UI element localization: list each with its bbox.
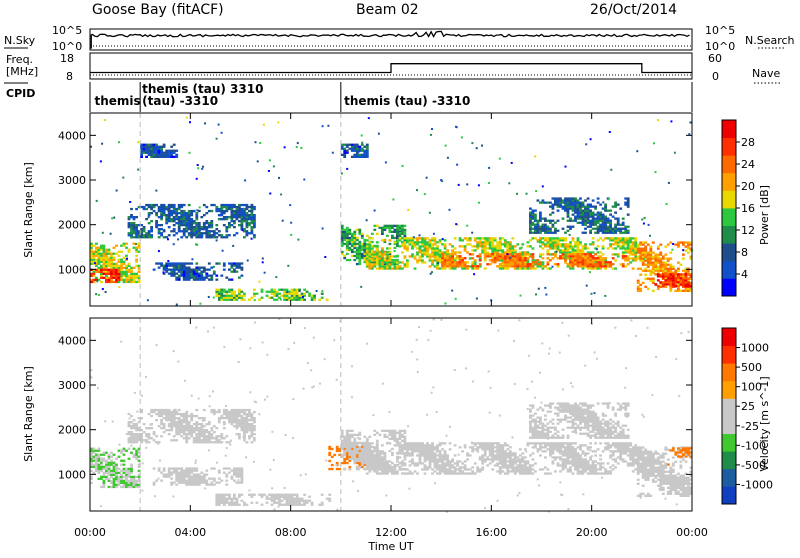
- power-ytick-label-1: 2000: [58, 219, 86, 232]
- power-cbar-label-4: 20: [741, 180, 755, 193]
- velocity-cbar-swatch-6: [722, 381, 736, 399]
- velocity-colorbar-label: Velocity [m s^-1]: [758, 376, 771, 471]
- velocity-region-1: [128, 409, 256, 444]
- velocity-cbar-swatch-1: [722, 469, 736, 487]
- velocity-cbar-swatch-3: [722, 434, 736, 452]
- xtick-label-6: 00:00: [676, 526, 708, 539]
- station-title: Goose Bay (fitACF): [92, 2, 224, 18]
- power-cbar-label-1: 8: [741, 246, 748, 259]
- power-cbar-label-3: 16: [741, 202, 755, 215]
- velocity-region-7: [529, 402, 630, 439]
- nsky-label: N.Sky: [4, 34, 36, 47]
- velocity-ytick-label-3: 4000: [58, 334, 86, 347]
- power-cbar-swatch-7: [722, 155, 736, 173]
- velocity-cbar-swatch-4: [722, 416, 736, 434]
- nave-label: Nave: [752, 67, 780, 80]
- x-ticks: 00:00 04:00 08:00 12:00 16:00 20:00 00:00: [74, 526, 708, 539]
- velocity-region-3: [215, 494, 331, 506]
- power-cbar-swatch-1: [722, 261, 736, 279]
- date-label: 26/Oct/2014: [590, 2, 677, 18]
- power-cbar-swatch-3: [722, 226, 736, 244]
- velocity-heatmap: [90, 318, 692, 513]
- velocity-ytick-label-2: 3000: [58, 379, 86, 392]
- velocity-cbar-label-1: 500: [741, 361, 762, 374]
- x-axis-label: Time UT: [367, 540, 413, 553]
- power-ylabel: Slant Range [km]: [22, 162, 35, 258]
- velocity-cbar-label-4: -25: [741, 420, 759, 433]
- xtick-label-0: 00:00: [74, 526, 106, 539]
- power-cbar-label-5: 24: [741, 158, 755, 171]
- cpid-label-2: (tau) -3310: [142, 94, 218, 108]
- power-cbar-swatch-2: [722, 243, 736, 261]
- velocity-cbar-swatch-7: [722, 363, 736, 381]
- velocity-cbar-label-0: 1000: [741, 342, 769, 355]
- xtick-label-1: 04:00: [174, 526, 206, 539]
- velocity-ytick-label-1: 2000: [58, 424, 86, 437]
- power-ytick-label-2: 3000: [58, 174, 86, 187]
- xtick-label-5: 20:00: [576, 526, 608, 539]
- nsky-right-tick-top: 10^5: [705, 24, 735, 37]
- nsky-trace: [90, 31, 690, 48]
- xtick-label-4: 16:00: [475, 526, 507, 539]
- power-region-4: [215, 289, 328, 301]
- xtick-label-3: 12:00: [375, 526, 407, 539]
- velocity-cbar-swatch-0: [722, 486, 736, 504]
- beam-label: Beam 02: [356, 2, 419, 18]
- velocity-region-6: [366, 442, 637, 474]
- power-cbar-swatch-9: [722, 120, 736, 138]
- power-colorbar: 4 8 12 16 20 24 28: [722, 120, 755, 296]
- cpid-label-0: themis: [95, 94, 141, 108]
- power-region-2: [128, 204, 256, 239]
- power-cbar-label-0: 4: [741, 268, 748, 281]
- power-cbar-swatch-5: [722, 190, 736, 208]
- power-cbar-label-6: 28: [741, 136, 755, 149]
- power-cbar-label-2: 12: [741, 224, 755, 237]
- velocity-cbar-swatch-2: [722, 451, 736, 469]
- mhz-label: [MHz]: [6, 65, 38, 78]
- power-cbar-swatch-0: [722, 278, 736, 296]
- power-region-3: [153, 262, 244, 280]
- cpid-label-3: themis (tau) -3310: [344, 94, 470, 108]
- power-colorbar-label: Power [dB]: [758, 185, 771, 245]
- freq-trace: [90, 64, 692, 73]
- xtick-label-2: 08:00: [275, 526, 307, 539]
- power-cbar-swatch-8: [722, 138, 736, 156]
- freq-tick-top: 18: [60, 52, 74, 65]
- velocity-cbar-swatch-8: [722, 346, 736, 364]
- power-ytick-label-0: 1000: [58, 263, 86, 276]
- power-cbar-swatch-4: [722, 208, 736, 226]
- velocity-cbar-swatch-5: [722, 398, 736, 416]
- velocity-region-0: [90, 448, 141, 488]
- power-region-11: [140, 144, 178, 158]
- power-region-12: [341, 144, 369, 158]
- freq-tick-bottom: 8: [66, 70, 73, 83]
- cpid-label: CPID: [6, 87, 35, 100]
- velocity-ytick-label-0: 1000: [58, 468, 86, 481]
- velocity-cbar-label-7: -1000: [741, 478, 773, 491]
- power-region-8: [529, 197, 630, 234]
- velocity-cbar-swatch-9: [722, 328, 736, 346]
- power-cbar-swatch-6: [722, 173, 736, 191]
- velocity-cbar-label-3: 25: [741, 400, 755, 413]
- power-heatmap: [90, 113, 693, 306]
- velocity-region-2: [153, 467, 244, 485]
- nsky-tick-top: 10^5: [52, 24, 82, 37]
- velocity-ylabel: Slant Range [km]: [22, 366, 35, 462]
- nave-tick-bottom: 0: [712, 70, 719, 83]
- power-ytick-label-3: 4000: [58, 129, 86, 142]
- nsearch-label: N.Search: [745, 34, 795, 47]
- nave-tick-top: 60: [708, 52, 722, 65]
- nsky-panel: [90, 29, 692, 50]
